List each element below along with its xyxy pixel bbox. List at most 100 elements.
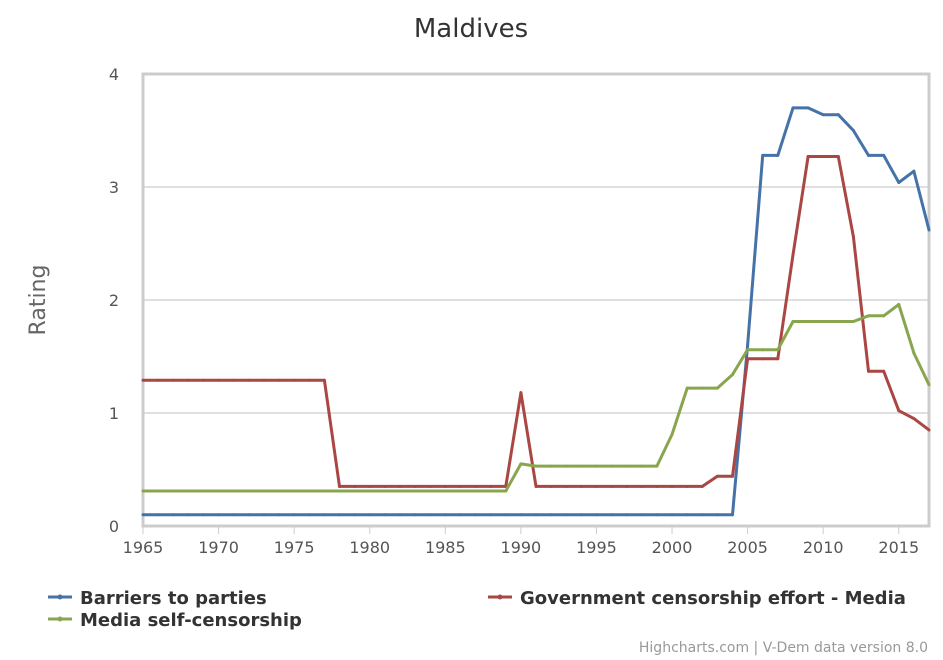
data-point[interactable] bbox=[912, 417, 916, 421]
data-point[interactable] bbox=[746, 357, 750, 361]
data-point[interactable] bbox=[640, 513, 644, 517]
data-point[interactable] bbox=[670, 513, 674, 517]
data-point[interactable] bbox=[700, 484, 704, 488]
data-point[interactable] bbox=[171, 513, 175, 517]
data-point[interactable] bbox=[156, 378, 160, 382]
data-point[interactable] bbox=[700, 513, 704, 517]
data-point[interactable] bbox=[443, 484, 447, 488]
series-line[interactable] bbox=[143, 106, 931, 517]
data-point[interactable] bbox=[610, 464, 614, 468]
data-point[interactable] bbox=[594, 513, 598, 517]
data-point[interactable] bbox=[867, 153, 871, 157]
data-point[interactable] bbox=[519, 462, 523, 466]
data-point[interactable] bbox=[428, 489, 432, 493]
data-point[interactable] bbox=[353, 513, 357, 517]
data-point[interactable] bbox=[322, 513, 326, 517]
data-point[interactable] bbox=[201, 513, 205, 517]
data-point[interactable] bbox=[292, 489, 296, 493]
data-point[interactable] bbox=[232, 489, 236, 493]
series-line[interactable] bbox=[143, 303, 931, 493]
data-point[interactable] bbox=[715, 513, 719, 517]
data-point[interactable] bbox=[474, 484, 478, 488]
data-point[interactable] bbox=[201, 489, 205, 493]
data-point[interactable] bbox=[247, 489, 251, 493]
data-point[interactable] bbox=[685, 484, 689, 488]
data-point[interactable] bbox=[277, 489, 281, 493]
data-point[interactable] bbox=[368, 489, 372, 493]
data-point[interactable] bbox=[700, 386, 704, 390]
data-point[interactable] bbox=[564, 484, 568, 488]
data-point[interactable] bbox=[534, 513, 538, 517]
data-point[interactable] bbox=[836, 154, 840, 158]
data-point[interactable] bbox=[579, 513, 583, 517]
data-point[interactable] bbox=[882, 153, 886, 157]
data-point[interactable] bbox=[398, 484, 402, 488]
data-point[interactable] bbox=[443, 489, 447, 493]
data-point[interactable] bbox=[338, 484, 341, 488]
data-point[interactable] bbox=[217, 378, 221, 382]
data-point[interactable] bbox=[504, 513, 508, 517]
data-point[interactable] bbox=[655, 464, 659, 468]
data-point[interactable] bbox=[851, 319, 855, 323]
data-point[interactable] bbox=[927, 228, 931, 232]
data-point[interactable] bbox=[761, 153, 765, 157]
data-point[interactable] bbox=[368, 484, 372, 488]
data-point[interactable] bbox=[625, 464, 629, 468]
data-point[interactable] bbox=[821, 113, 825, 117]
data-point[interactable] bbox=[232, 378, 236, 382]
data-point[interactable] bbox=[715, 386, 719, 390]
data-point[interactable] bbox=[338, 513, 341, 517]
data-point[interactable] bbox=[247, 378, 251, 382]
data-point[interactable] bbox=[776, 153, 780, 157]
data-point[interactable] bbox=[746, 343, 750, 347]
data-point[interactable] bbox=[882, 369, 886, 373]
data-point[interactable] bbox=[186, 489, 190, 493]
data-point[interactable] bbox=[806, 154, 810, 158]
data-point[interactable] bbox=[504, 489, 508, 493]
data-point[interactable] bbox=[912, 351, 916, 355]
data-point[interactable] bbox=[398, 513, 402, 517]
data-point[interactable] bbox=[458, 513, 462, 517]
data-point[interactable] bbox=[292, 378, 296, 382]
data-point[interactable] bbox=[519, 391, 523, 395]
data-point[interactable] bbox=[836, 113, 840, 117]
data-point[interactable] bbox=[791, 106, 795, 110]
data-point[interactable] bbox=[353, 489, 357, 493]
data-point[interactable] bbox=[685, 513, 689, 517]
data-point[interactable] bbox=[383, 489, 387, 493]
data-point[interactable] bbox=[186, 378, 190, 382]
data-point[interactable] bbox=[851, 129, 855, 132]
data-point[interactable] bbox=[156, 513, 160, 517]
data-point[interactable] bbox=[625, 513, 629, 517]
data-point[interactable] bbox=[806, 319, 810, 323]
data-point[interactable] bbox=[322, 489, 326, 493]
data-point[interactable] bbox=[443, 513, 447, 517]
data-point[interactable] bbox=[821, 319, 825, 323]
data-point[interactable] bbox=[851, 235, 855, 239]
data-point[interactable] bbox=[428, 484, 432, 488]
data-point[interactable] bbox=[489, 484, 493, 488]
legend-item[interactable]: Media self-censorship bbox=[48, 610, 302, 631]
data-point[interactable] bbox=[776, 357, 780, 361]
data-point[interactable] bbox=[141, 489, 145, 493]
data-point[interactable] bbox=[428, 513, 432, 517]
data-point[interactable] bbox=[867, 369, 871, 373]
data-point[interactable] bbox=[791, 319, 795, 323]
data-point[interactable] bbox=[292, 513, 296, 517]
data-point[interactable] bbox=[353, 484, 357, 488]
data-point[interactable] bbox=[201, 378, 205, 382]
legend-item[interactable]: Government censorship effort - Media bbox=[488, 588, 906, 609]
data-point[interactable] bbox=[640, 464, 644, 468]
data-point[interactable] bbox=[141, 513, 145, 517]
data-point[interactable] bbox=[489, 489, 493, 493]
data-point[interactable] bbox=[413, 484, 417, 488]
data-point[interactable] bbox=[746, 348, 750, 352]
data-point[interactable] bbox=[307, 378, 311, 382]
data-point[interactable] bbox=[458, 484, 462, 488]
data-point[interactable] bbox=[549, 513, 553, 517]
data-point[interactable] bbox=[655, 484, 659, 488]
data-point[interactable] bbox=[897, 409, 901, 413]
data-point[interactable] bbox=[383, 513, 387, 517]
data-point[interactable] bbox=[186, 513, 190, 517]
data-point[interactable] bbox=[731, 513, 734, 517]
